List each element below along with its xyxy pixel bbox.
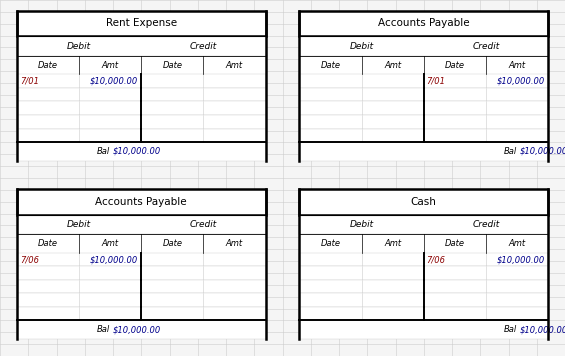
- Text: $10,000.00: $10,000.00: [497, 77, 545, 86]
- Text: Date: Date: [38, 61, 58, 70]
- Bar: [299, 307, 548, 320]
- Text: Accounts Payable: Accounts Payable: [378, 19, 470, 28]
- Text: Debit: Debit: [67, 220, 91, 229]
- Bar: [17, 115, 266, 129]
- Bar: [299, 56, 548, 74]
- Bar: [17, 215, 266, 234]
- Bar: [17, 56, 266, 74]
- Text: Amt: Amt: [226, 61, 243, 70]
- Text: Amt: Amt: [102, 239, 119, 248]
- Bar: [299, 36, 548, 56]
- Bar: [299, 234, 548, 253]
- Bar: [299, 115, 548, 129]
- Text: Date: Date: [445, 61, 465, 70]
- Bar: [299, 215, 548, 234]
- Text: $10,000.00: $10,000.00: [520, 147, 565, 156]
- Bar: [299, 280, 548, 293]
- Text: Amt: Amt: [102, 61, 119, 70]
- Text: Bal: Bal: [97, 325, 110, 334]
- Text: Date: Date: [320, 61, 341, 70]
- Bar: [299, 11, 548, 36]
- Bar: [17, 234, 266, 253]
- Bar: [17, 293, 266, 307]
- Text: Bal: Bal: [504, 325, 517, 334]
- Text: Bal: Bal: [97, 147, 110, 156]
- Text: $10,000.00: $10,000.00: [90, 255, 138, 264]
- Text: 7/06: 7/06: [427, 255, 446, 264]
- Bar: [17, 129, 266, 142]
- Text: $10,000.00: $10,000.00: [520, 325, 565, 334]
- Bar: [17, 189, 266, 215]
- Text: Date: Date: [162, 239, 182, 248]
- Bar: [299, 320, 548, 339]
- Text: Amt: Amt: [384, 239, 401, 248]
- Text: Rent Expense: Rent Expense: [106, 19, 177, 28]
- Bar: [299, 142, 548, 161]
- Bar: [299, 129, 548, 142]
- Text: Debit: Debit: [350, 42, 373, 51]
- Text: Cash: Cash: [411, 197, 437, 207]
- Bar: [17, 88, 266, 101]
- Bar: [17, 266, 266, 280]
- Bar: [299, 293, 548, 307]
- Bar: [17, 320, 266, 339]
- Text: 7/01: 7/01: [20, 77, 39, 86]
- Text: Debit: Debit: [67, 42, 91, 51]
- Text: Date: Date: [38, 239, 58, 248]
- Bar: [17, 307, 266, 320]
- Bar: [299, 253, 548, 266]
- Bar: [17, 142, 266, 161]
- Text: Debit: Debit: [350, 220, 373, 229]
- Bar: [299, 266, 548, 280]
- Bar: [17, 11, 266, 36]
- Bar: [17, 36, 266, 56]
- Text: Bal: Bal: [504, 147, 517, 156]
- Text: Date: Date: [320, 239, 341, 248]
- Text: Credit: Credit: [472, 42, 499, 51]
- Text: Amt: Amt: [508, 61, 525, 70]
- Bar: [299, 101, 548, 115]
- Bar: [17, 74, 266, 88]
- Text: Credit: Credit: [190, 42, 217, 51]
- Bar: [299, 88, 548, 101]
- Text: Date: Date: [162, 61, 182, 70]
- Text: Amt: Amt: [384, 61, 401, 70]
- Bar: [299, 189, 548, 215]
- Text: $10,000.00: $10,000.00: [113, 147, 161, 156]
- Text: Amt: Amt: [226, 239, 243, 248]
- Bar: [17, 280, 266, 293]
- Text: $10,000.00: $10,000.00: [90, 77, 138, 86]
- Text: $10,000.00: $10,000.00: [113, 325, 161, 334]
- Text: Credit: Credit: [472, 220, 499, 229]
- Text: Date: Date: [445, 239, 465, 248]
- Text: Accounts Payable: Accounts Payable: [95, 197, 187, 207]
- Text: $10,000.00: $10,000.00: [497, 255, 545, 264]
- Text: 7/01: 7/01: [427, 77, 446, 86]
- Text: Credit: Credit: [190, 220, 217, 229]
- Text: Amt: Amt: [508, 239, 525, 248]
- Bar: [299, 74, 548, 88]
- Bar: [17, 253, 266, 266]
- Text: 7/06: 7/06: [20, 255, 39, 264]
- Bar: [17, 101, 266, 115]
